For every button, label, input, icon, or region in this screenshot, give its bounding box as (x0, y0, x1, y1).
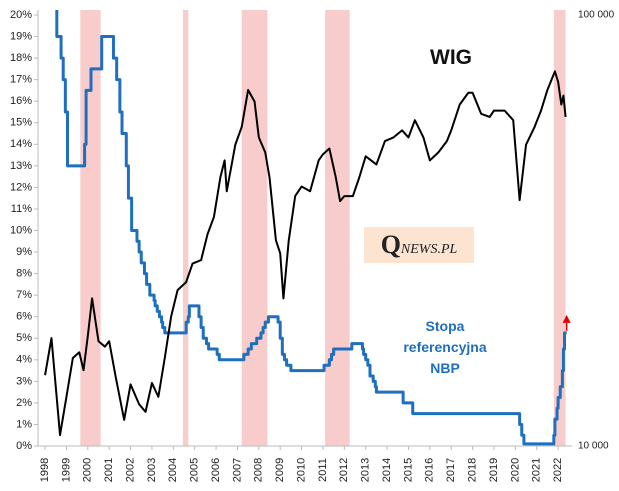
y2-tick-label: 100 000 (578, 10, 615, 21)
x-tick-label: 2014 (381, 458, 393, 482)
x-tick-label: 2003 (146, 458, 158, 482)
y-tick-label: 20% (10, 9, 32, 21)
y-tick-label: 4% (16, 354, 32, 366)
y-tick-label: 13% (10, 160, 32, 172)
x-tick-label: 2007 (231, 458, 243, 482)
y-tick-label: 2% (16, 397, 32, 409)
y-tick-label: 14% (10, 138, 32, 150)
rate-line (55, 10, 567, 446)
x-tick-label: 2009 (274, 458, 286, 482)
logo: QNEWS.PL (364, 227, 474, 263)
y-tick-label: 16% (10, 95, 32, 107)
x-tick-label: 2016 (424, 458, 436, 482)
x-tick-label: 1998 (39, 458, 51, 482)
y-tick-label: 19% (10, 30, 32, 42)
shaded-period (325, 10, 350, 446)
x-tick-label: 2001 (103, 458, 115, 482)
wig-label: WIG (430, 46, 472, 69)
y-tick-label: 15% (10, 117, 32, 129)
nbp-label: Stopa referencyjna NBP (403, 318, 487, 376)
x-tick-label: 2000 (82, 458, 94, 482)
y-tick-label: 0% (16, 440, 32, 452)
y-tick-label: 8% (16, 268, 32, 280)
y-tick-label: 11% (11, 203, 32, 215)
y-tick-label: 18% (10, 52, 32, 64)
y2-tick-label: 10 000 (578, 441, 609, 452)
x-tick-label: 2006 (210, 458, 222, 482)
x-tick-label: 2013 (360, 458, 372, 482)
y-tick-label: 6% (16, 311, 32, 323)
x-tick-label: 2011 (317, 458, 329, 482)
x-tick-label: 2015 (402, 458, 414, 482)
x-tick-label: 2010 (295, 458, 307, 482)
y-tick-label: 10% (10, 224, 32, 236)
arrow (562, 314, 571, 323)
x-tick-label: 2008 (253, 458, 265, 482)
x-tick-label: 2020 (509, 458, 521, 482)
y-tick-label: 3% (16, 375, 32, 387)
x-tick-label: 1999 (60, 458, 72, 482)
x-tick-label: 2021 (531, 458, 543, 482)
y-tick-label: 7% (16, 289, 32, 301)
y-tick-label: 12% (10, 181, 32, 193)
y-tick-label: 5% (16, 332, 32, 344)
x-tick-label: 2019 (488, 458, 500, 482)
x-tick-label: 2005 (189, 458, 201, 482)
y-tick-label: 1% (16, 418, 32, 430)
x-tick-label: 2018 (467, 458, 479, 482)
y-tick-label: 17% (10, 74, 32, 86)
shaded-period (553, 10, 566, 446)
shaded-period (182, 10, 189, 446)
wig-line (44, 70, 567, 437)
x-tick-label: 2004 (167, 458, 179, 482)
x-tick-label: 2012 (338, 458, 350, 482)
x-tick-label: 2002 (124, 458, 136, 482)
shaded-period (241, 10, 268, 446)
x-tick-label: 2017 (445, 458, 457, 482)
x-tick-label: 2022 (552, 458, 564, 482)
y-tick-label: 9% (16, 246, 32, 258)
